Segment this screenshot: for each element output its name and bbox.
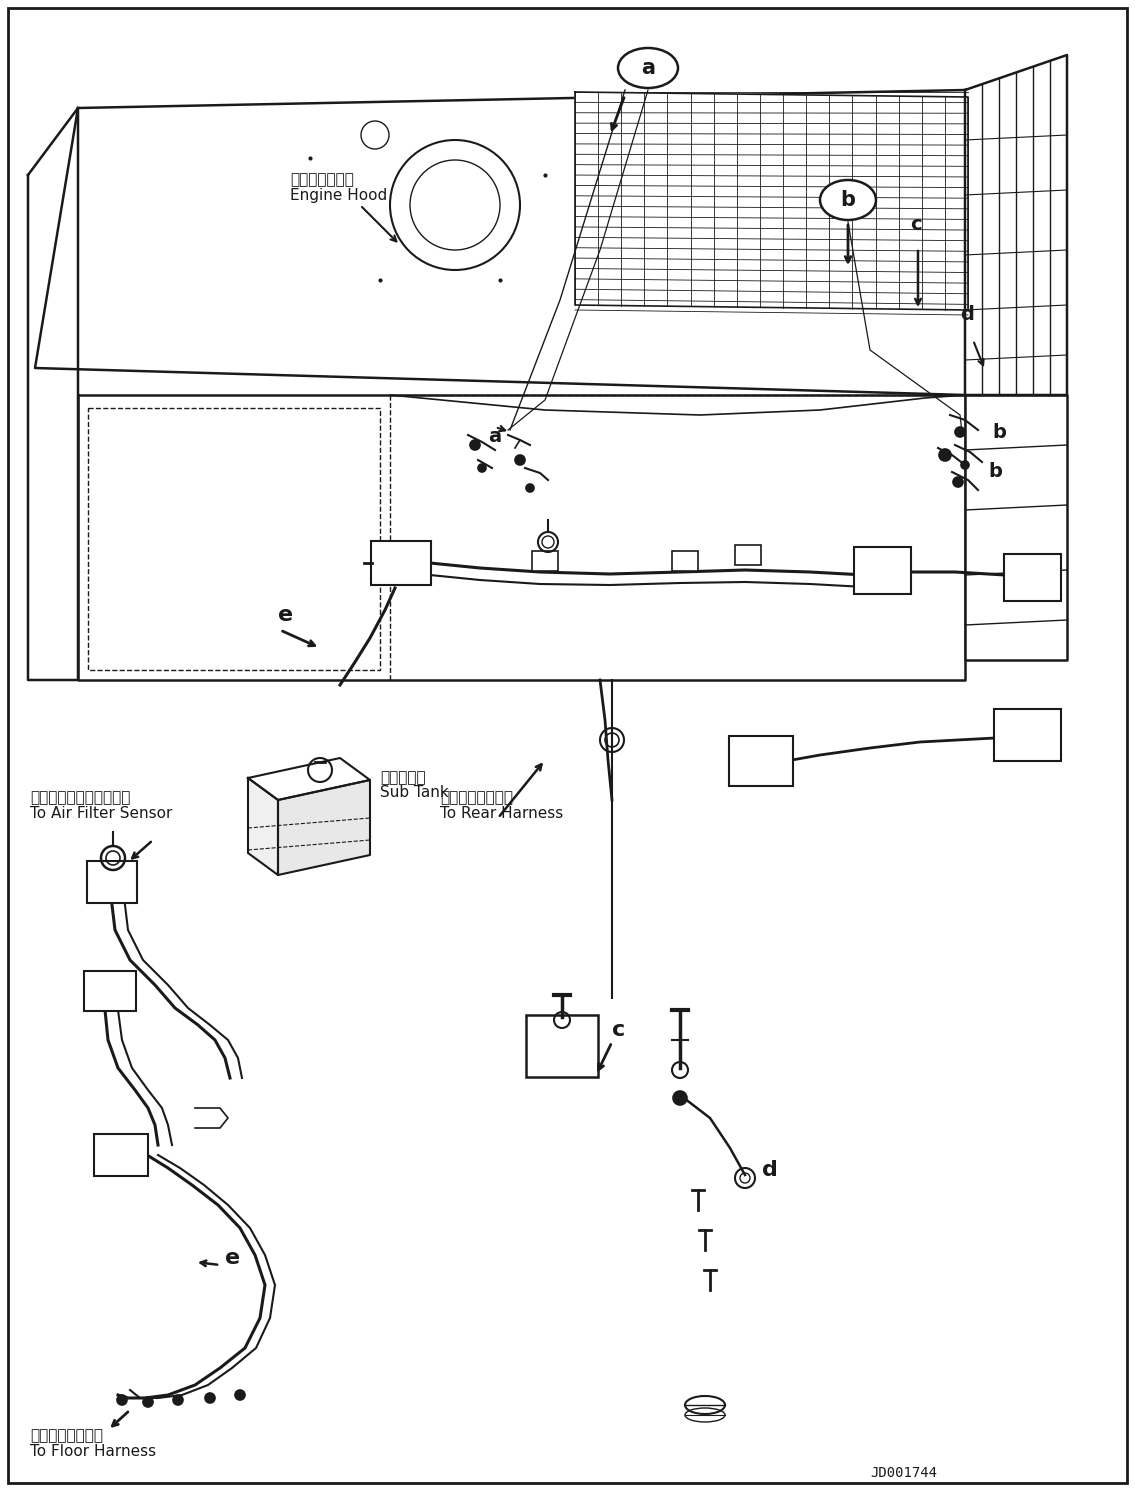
Text: サブタンク: サブタンク <box>380 769 426 784</box>
Polygon shape <box>35 88 1065 395</box>
Circle shape <box>939 449 951 461</box>
Text: b: b <box>992 422 1006 441</box>
Text: b: b <box>841 189 856 210</box>
Text: a: a <box>641 58 655 78</box>
Polygon shape <box>28 107 78 680</box>
Text: リヤーハーネスへ: リヤーハーネスへ <box>440 790 513 805</box>
Text: To Floor Harness: To Floor Harness <box>30 1443 157 1460</box>
Text: d: d <box>762 1160 777 1179</box>
Polygon shape <box>249 778 278 875</box>
Text: To Rear Harness: To Rear Harness <box>440 807 563 822</box>
Polygon shape <box>965 55 1067 395</box>
Text: e: e <box>225 1248 241 1267</box>
Circle shape <box>515 455 526 465</box>
Text: e: e <box>278 605 293 625</box>
Polygon shape <box>965 395 1067 661</box>
Text: フロアハーネスへ: フロアハーネスへ <box>30 1428 103 1443</box>
Ellipse shape <box>819 180 876 221</box>
FancyBboxPatch shape <box>87 860 137 904</box>
Text: c: c <box>910 215 922 234</box>
Polygon shape <box>575 92 968 310</box>
FancyBboxPatch shape <box>94 1135 148 1176</box>
FancyBboxPatch shape <box>994 710 1061 760</box>
FancyBboxPatch shape <box>371 541 431 584</box>
Text: Engine Hood: Engine Hood <box>291 188 387 203</box>
FancyBboxPatch shape <box>854 547 911 593</box>
FancyBboxPatch shape <box>526 1015 598 1077</box>
FancyBboxPatch shape <box>735 546 760 565</box>
Circle shape <box>235 1390 245 1400</box>
Text: エアーフィルタセンサへ: エアーフィルタセンサへ <box>30 790 131 805</box>
FancyBboxPatch shape <box>729 737 793 786</box>
FancyBboxPatch shape <box>84 971 136 1011</box>
Ellipse shape <box>617 48 678 88</box>
Text: Sub Tank: Sub Tank <box>380 784 448 801</box>
Text: a: a <box>488 426 502 446</box>
Circle shape <box>205 1393 215 1403</box>
Circle shape <box>673 1091 687 1105</box>
Circle shape <box>173 1396 183 1405</box>
FancyBboxPatch shape <box>1004 555 1061 601</box>
Polygon shape <box>249 757 370 801</box>
Text: b: b <box>987 462 1002 482</box>
Polygon shape <box>278 780 370 875</box>
Circle shape <box>470 440 480 450</box>
Circle shape <box>961 461 969 470</box>
Circle shape <box>143 1397 153 1408</box>
Text: d: d <box>960 306 974 324</box>
FancyBboxPatch shape <box>532 552 558 571</box>
Circle shape <box>953 477 962 488</box>
Circle shape <box>955 426 965 437</box>
Circle shape <box>478 464 486 473</box>
Text: JD001744: JD001744 <box>871 1466 938 1481</box>
Circle shape <box>117 1396 127 1405</box>
Polygon shape <box>78 395 965 680</box>
Text: エンジンフード: エンジンフード <box>291 171 354 186</box>
Text: To Air Filter Sensor: To Air Filter Sensor <box>30 807 173 822</box>
Circle shape <box>526 485 533 492</box>
FancyBboxPatch shape <box>672 552 698 571</box>
Text: c: c <box>612 1020 625 1041</box>
